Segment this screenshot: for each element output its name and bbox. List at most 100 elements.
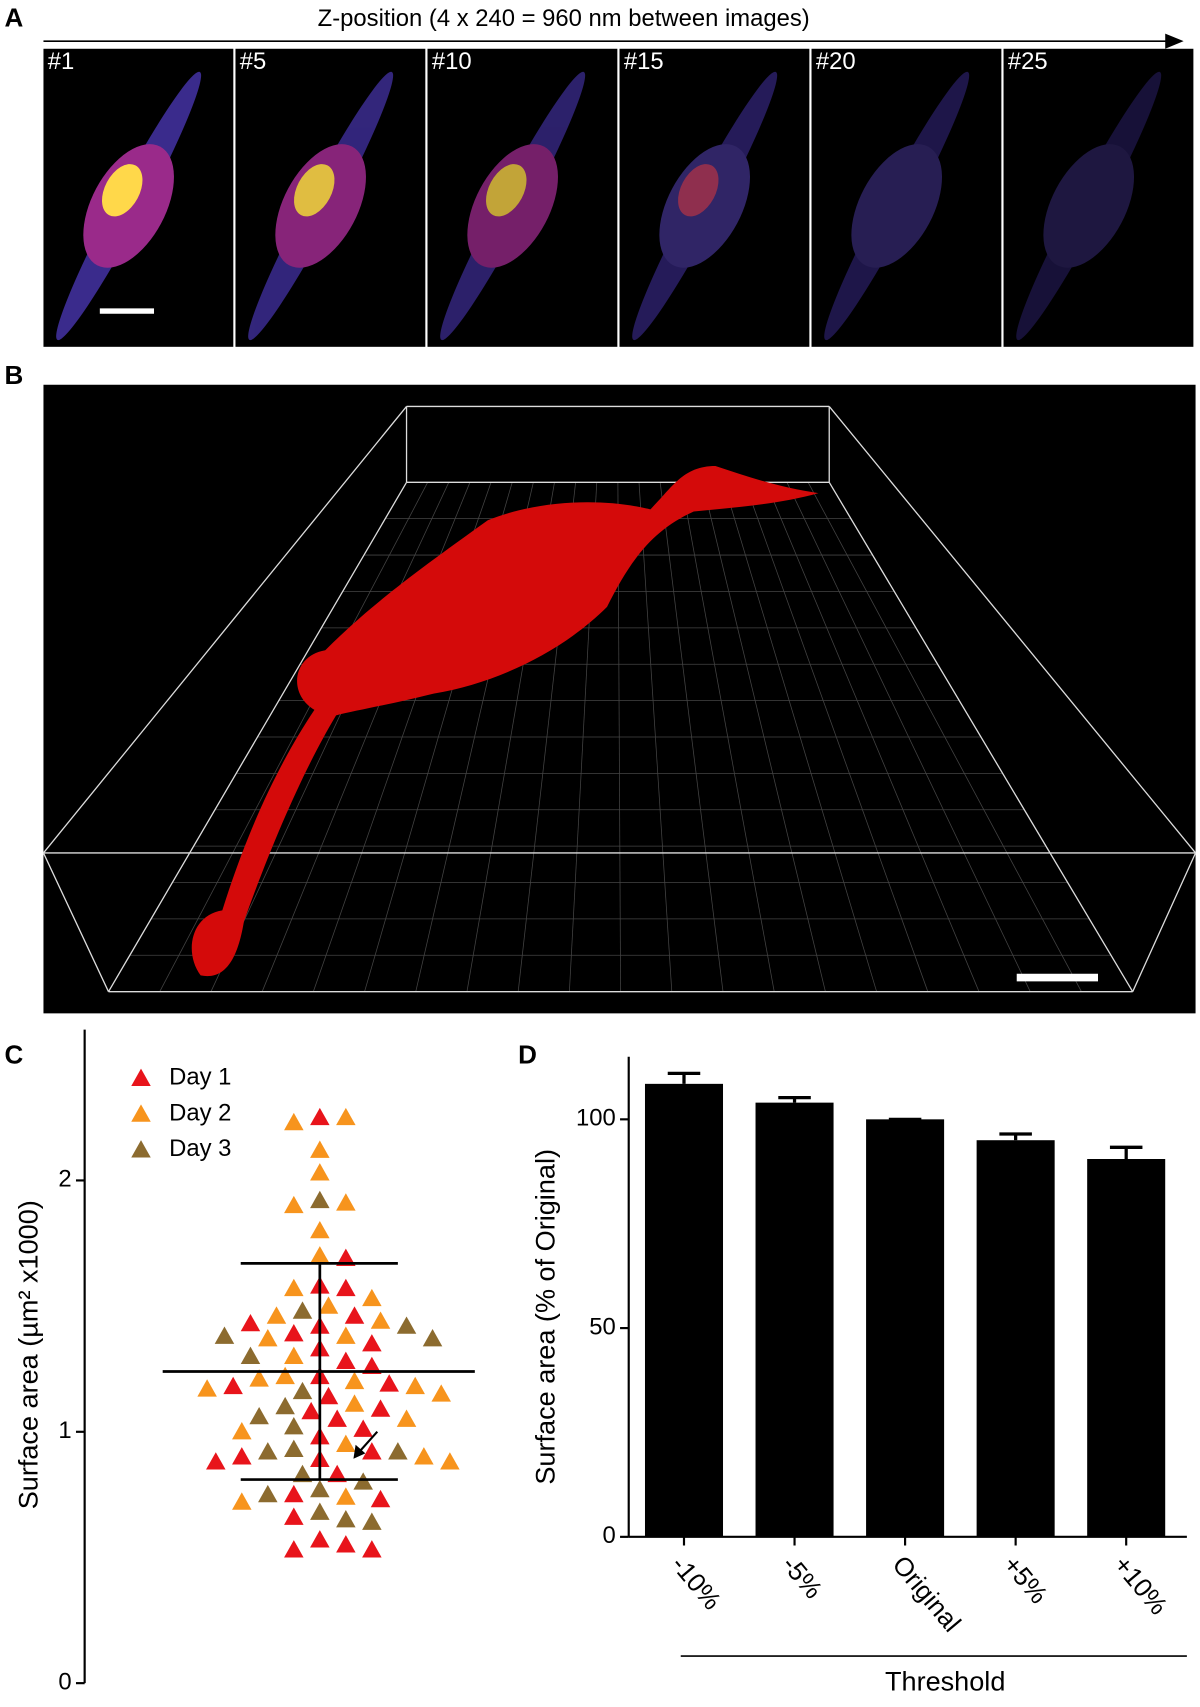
point [336, 1510, 356, 1528]
point [362, 1540, 382, 1558]
point [336, 1487, 356, 1505]
panel-label: C [4, 1040, 23, 1070]
point [396, 1409, 417, 1427]
legend-marker [131, 1104, 151, 1122]
point [327, 1464, 347, 1483]
point [310, 1107, 330, 1126]
point [336, 1351, 356, 1370]
cell-surface [191, 466, 819, 977]
point [240, 1313, 261, 1332]
cell-body [1043, 144, 1135, 268]
point [310, 1246, 330, 1264]
point [310, 1220, 330, 1239]
floor-grid [702, 482, 826, 992]
point [284, 1484, 304, 1503]
point [232, 1422, 252, 1440]
legend-marker [131, 1068, 151, 1086]
box-edge [42, 406, 408, 854]
legend-label: Day 2 [169, 1099, 231, 1126]
point [396, 1316, 417, 1334]
point [284, 1278, 304, 1297]
point [284, 1417, 304, 1435]
floor-grid [786, 482, 1031, 992]
floor-grid [765, 482, 980, 992]
cell-signal [824, 71, 970, 341]
point [310, 1502, 330, 1520]
cell-hot [486, 164, 527, 217]
point [284, 1507, 304, 1525]
bar [1087, 1159, 1166, 1537]
y-tick-label: 0 [602, 1522, 615, 1549]
point [336, 1193, 356, 1211]
render-3d [42, 384, 1197, 1014]
point [379, 1374, 399, 1392]
point [336, 1326, 356, 1344]
axis-title: Z-position (4 x 240 = 960 nm between ima… [318, 5, 810, 32]
point [318, 1296, 339, 1314]
slice-label: #5 [240, 48, 267, 75]
point [249, 1369, 269, 1387]
point [249, 1406, 269, 1425]
box-edge [107, 481, 408, 993]
floor-grid [723, 482, 878, 992]
cell-hot [294, 164, 335, 217]
point [292, 1301, 313, 1319]
y-tick-label: 100 [576, 1105, 616, 1132]
cell-signal [56, 71, 202, 341]
floor-grid [210, 482, 450, 992]
point [258, 1442, 278, 1460]
legend-label: Day 3 [169, 1135, 231, 1162]
y-tick-label: 0 [58, 1668, 71, 1695]
legend-label: Day 1 [169, 1064, 231, 1091]
slice-label: #15 [624, 48, 664, 75]
legend-marker [131, 1140, 151, 1158]
point [336, 1248, 356, 1266]
point [310, 1530, 330, 1548]
point [275, 1396, 295, 1415]
point [223, 1376, 243, 1395]
bar [644, 1083, 724, 1537]
floor-grid [159, 482, 429, 992]
box-edge [828, 406, 1197, 854]
point [214, 1326, 235, 1344]
point [232, 1447, 252, 1465]
bar [976, 1140, 1055, 1537]
point [284, 1346, 304, 1364]
point [388, 1442, 408, 1460]
y-tick-label: 50 [589, 1313, 616, 1340]
point [284, 1324, 304, 1342]
point [197, 1379, 217, 1397]
point [353, 1419, 373, 1437]
floor-grid [659, 482, 724, 992]
point [405, 1376, 425, 1395]
slice-strip: #1 #5 #10 #15 #20 #25 [43, 48, 1194, 347]
annotation-arrow [358, 1430, 379, 1454]
x-axis-title: Threshold [885, 1665, 1005, 1696]
point [362, 1334, 382, 1352]
point [310, 1479, 330, 1498]
point [284, 1540, 304, 1558]
point [240, 1346, 261, 1364]
point [327, 1409, 347, 1427]
point [310, 1190, 330, 1209]
point [292, 1381, 313, 1400]
point [344, 1371, 365, 1390]
y-tick-label: 2 [58, 1166, 71, 1193]
cell-body [851, 144, 943, 268]
point [310, 1163, 330, 1181]
panel-label: B [4, 360, 23, 390]
bar [866, 1119, 945, 1537]
point [266, 1306, 287, 1324]
point [206, 1452, 226, 1470]
point [431, 1384, 451, 1402]
slice-label: #25 [1008, 48, 1048, 75]
box-edge [828, 481, 1134, 993]
point [275, 1366, 295, 1385]
point [232, 1492, 252, 1510]
point [370, 1489, 391, 1508]
slice-image [1003, 48, 1194, 347]
cell-signal [248, 71, 394, 341]
floor-grid [638, 482, 673, 992]
point [336, 1278, 356, 1297]
